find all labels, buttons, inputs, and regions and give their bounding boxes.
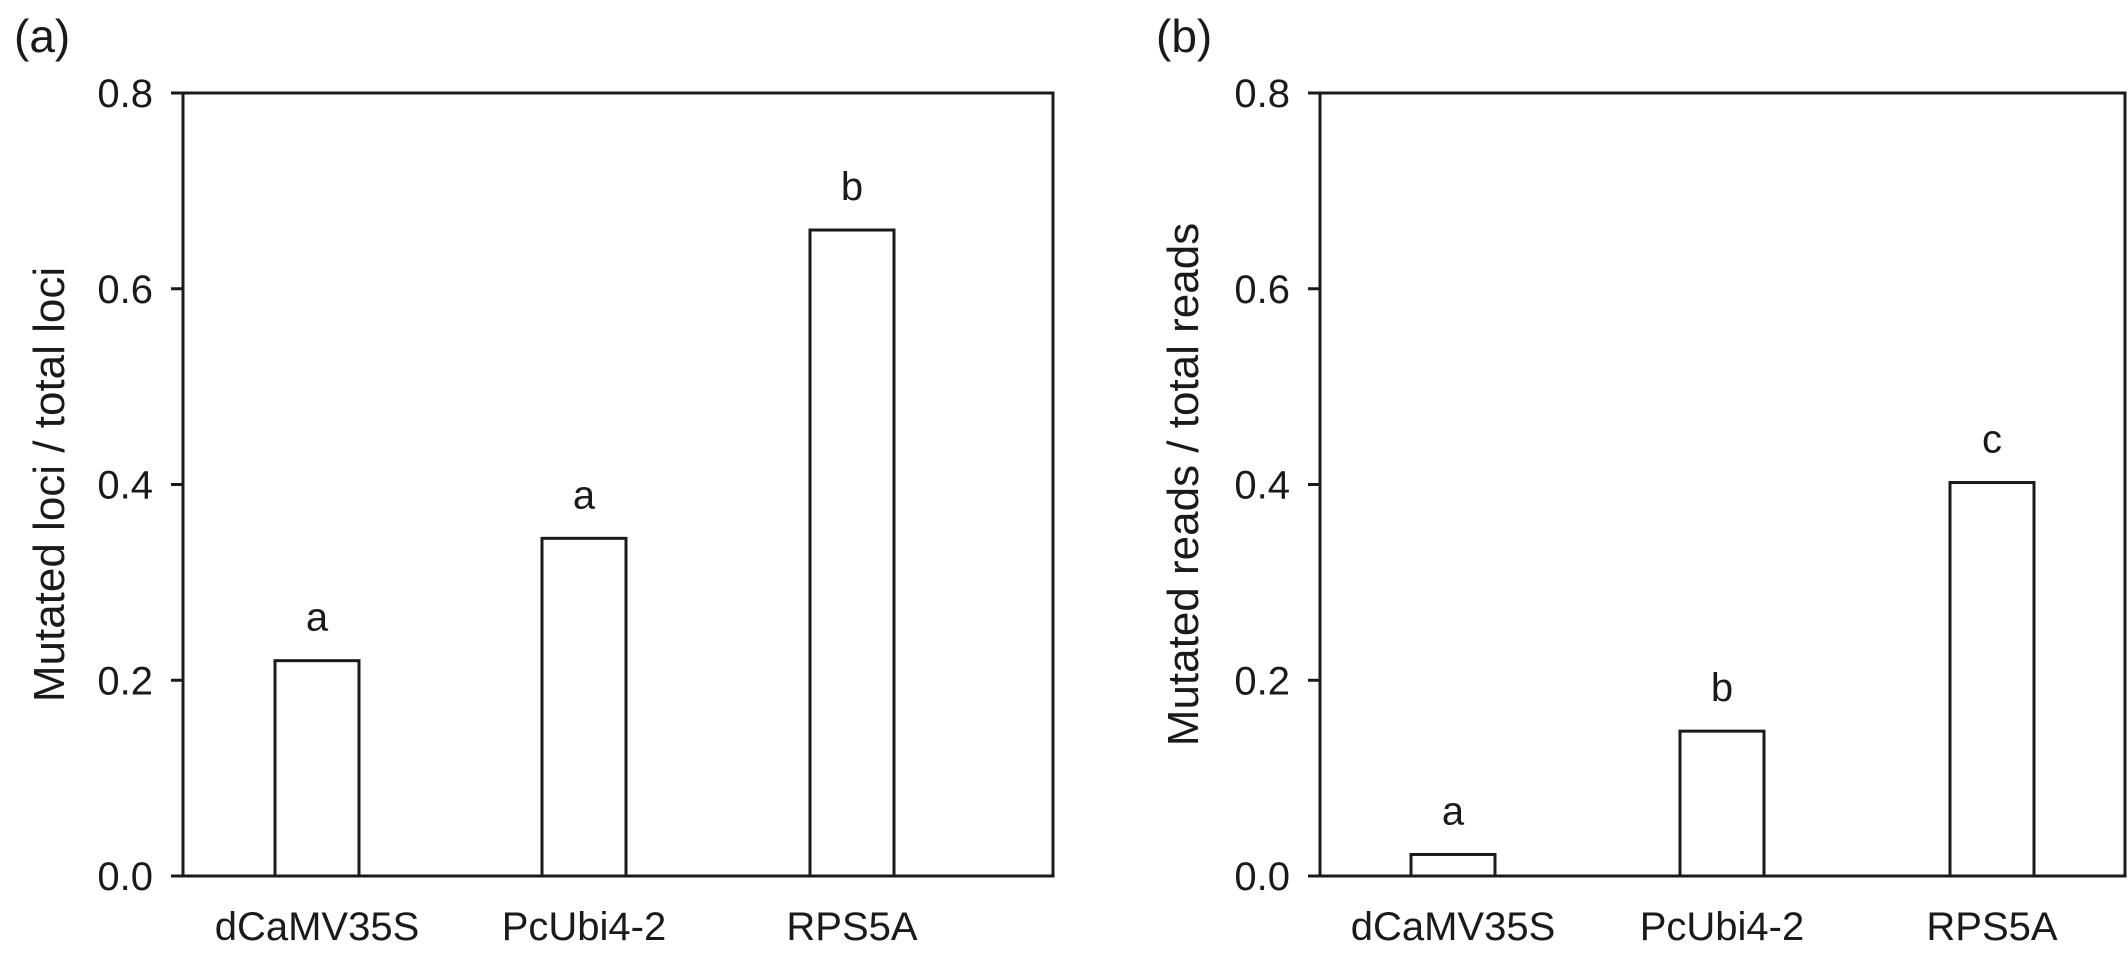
significance-letters: a a b	[306, 165, 863, 640]
panel-label: (b)	[1156, 10, 1212, 62]
x-category-label: RPS5A	[1926, 905, 2057, 949]
y-tick-label: 0.2	[1234, 659, 1290, 703]
significance-letter: a	[1442, 789, 1465, 833]
y-tick-label: 0.0	[1234, 855, 1290, 899]
y-axis-title: Mutated loci / total loci	[25, 267, 74, 702]
category-labels: dCaMV35S PcUbi4-2 RPS5A	[215, 905, 918, 949]
x-category-label: PcUbi4-2	[1640, 905, 1805, 949]
category-labels: dCaMV35S PcUbi4-2 RPS5A	[1351, 905, 2058, 949]
bars	[1409, 481, 2036, 878]
y-tick-label: 0.4	[1234, 464, 1290, 508]
y-axis-ticks: 0.0 0.2 0.4 0.6 0.8	[1234, 72, 1320, 899]
y-tick-label: 0.4	[97, 464, 153, 508]
y-tick-label: 0.8	[97, 72, 153, 116]
y-axis-ticks: 0.0 0.2 0.4 0.6 0.8	[97, 72, 183, 899]
bars	[273, 228, 896, 878]
bar-dcamv35s	[273, 659, 361, 878]
significance-letter: b	[1711, 666, 1733, 710]
bar-rps5a	[808, 228, 896, 878]
y-tick-label: 0.2	[97, 659, 153, 703]
y-tick-label: 0.0	[97, 855, 153, 899]
y-tick-label: 0.6	[1234, 268, 1290, 312]
x-category-label: PcUbi4-2	[502, 905, 667, 949]
x-category-label: dCaMV35S	[215, 905, 420, 949]
panel-b: (b) Mutated reads / total reads 0.00.20.…	[1156, 10, 2127, 949]
y-tick-label: 0.6	[97, 268, 153, 312]
significance-letter: a	[573, 473, 596, 517]
bar-dcamv35s	[1409, 852, 1497, 878]
significance-letter: c	[1982, 418, 2002, 462]
significance-letter: a	[306, 596, 329, 640]
bar-rps5a	[1948, 481, 2036, 878]
significance-letter: b	[841, 165, 863, 209]
bar-pcubi4-2	[1678, 729, 1766, 878]
y-tick-label: 0.8	[1234, 72, 1290, 116]
panel-a: (a) Mutated loci / total loci 0.00.20.40…	[14, 10, 1055, 949]
x-category-label: dCaMV35S	[1351, 905, 1556, 949]
x-category-label: RPS5A	[786, 905, 917, 949]
panel-label: (a)	[14, 10, 70, 62]
significance-letters: a b c	[1442, 418, 2002, 834]
bar-pcubi4-2	[540, 536, 628, 878]
y-axis-title: Mutated reads / total reads	[1159, 223, 1208, 746]
